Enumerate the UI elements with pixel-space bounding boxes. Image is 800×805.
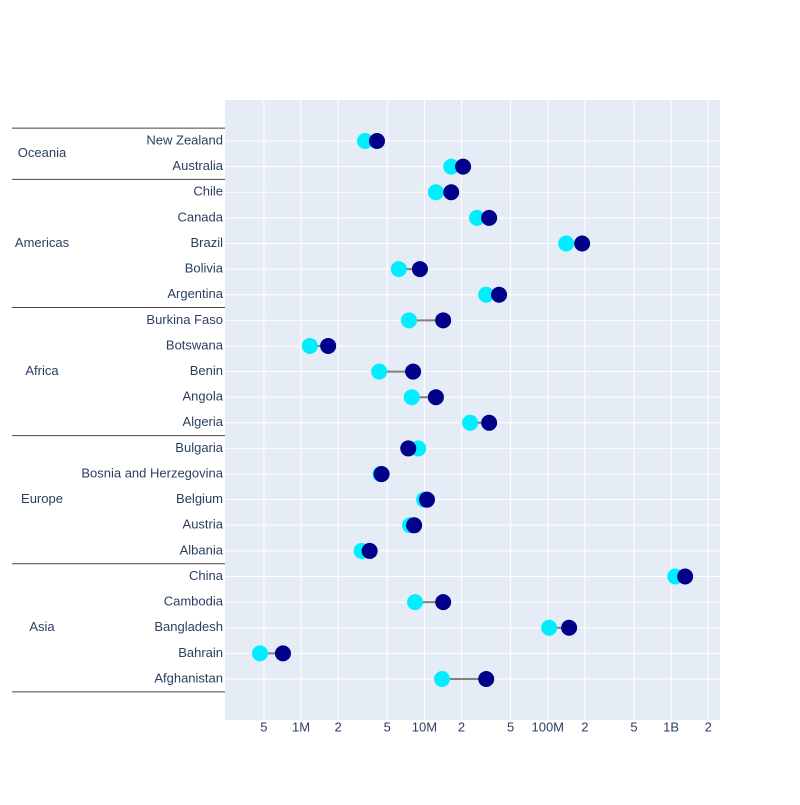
marker: [491, 286, 508, 303]
x-tick-label: 5: [507, 719, 514, 734]
x-tick-label: 5: [630, 719, 637, 734]
y-tick-label: New Zealand: [146, 132, 223, 147]
x-tick-label: 10M: [412, 719, 437, 734]
marker: [434, 671, 451, 688]
marker: [478, 671, 495, 688]
marker: [435, 312, 452, 329]
x-tick-label: 100M: [531, 719, 564, 734]
group-label: Africa: [25, 363, 59, 378]
y-tick-label: Cambodia: [164, 594, 224, 609]
group-label: Europe: [21, 491, 63, 506]
marker: [443, 158, 460, 175]
marker: [373, 466, 390, 483]
marker: [462, 414, 479, 431]
x-tick-label: 5: [260, 719, 267, 734]
y-tick-label: Belgium: [176, 491, 223, 506]
y-tick-label: Botswana: [166, 337, 224, 352]
y-tick-label: Chile: [193, 184, 223, 199]
y-tick-label: Afghanistan: [154, 670, 223, 685]
marker: [369, 132, 386, 149]
marker: [427, 184, 444, 201]
x-tick-label: 2: [458, 719, 465, 734]
marker: [405, 363, 422, 380]
x-tick-label: 1M: [292, 719, 310, 734]
marker: [478, 286, 495, 303]
marker: [469, 209, 486, 226]
y-tick-label: Albania: [180, 542, 224, 557]
plot-area: [225, 100, 720, 720]
y-tick-label: Bolivia: [185, 261, 224, 276]
y-tick-label: Australia: [172, 158, 223, 173]
y-tick-label: Algeria: [183, 414, 224, 429]
marker: [574, 235, 591, 252]
marker: [427, 389, 444, 406]
group-label: Americas: [15, 235, 70, 250]
marker: [320, 337, 337, 354]
marker: [301, 337, 318, 354]
marker: [435, 594, 452, 611]
marker: [406, 517, 423, 534]
y-tick-label: Bahrain: [178, 645, 223, 660]
x-tick-label: 2: [335, 719, 342, 734]
x-tick-label: 5: [384, 719, 391, 734]
y-tick-label: Canada: [177, 209, 223, 224]
marker: [371, 363, 388, 380]
marker: [356, 132, 373, 149]
y-tick-label: Bangladesh: [154, 619, 223, 634]
y-tick-label: Brazil: [190, 235, 223, 250]
y-tick-label: China: [189, 568, 224, 583]
marker: [274, 645, 291, 662]
marker: [677, 568, 694, 585]
marker: [411, 261, 428, 278]
marker: [541, 619, 558, 636]
x-tick-label: 2: [581, 719, 588, 734]
y-tick-label: Benin: [190, 363, 223, 378]
marker: [418, 491, 435, 508]
marker: [400, 440, 417, 457]
y-tick-label: Argentina: [167, 286, 223, 301]
marker: [403, 389, 420, 406]
marker: [251, 645, 268, 662]
marker: [481, 209, 498, 226]
marker: [455, 158, 472, 175]
group-label: Oceania: [18, 145, 67, 160]
y-tick-label: Austria: [183, 517, 224, 532]
marker: [400, 312, 417, 329]
y-tick-label: Angola: [183, 389, 224, 404]
marker: [390, 261, 407, 278]
x-tick-label: 2: [705, 719, 712, 734]
marker: [407, 594, 424, 611]
y-tick-label: Bosnia and Herzegovina: [81, 465, 223, 480]
marker: [481, 414, 498, 431]
marker: [361, 542, 378, 559]
group-label: Asia: [29, 619, 55, 634]
y-tick-label: Bulgaria: [175, 440, 223, 455]
marker: [443, 184, 460, 201]
marker: [558, 235, 575, 252]
y-tick-label: Burkina Faso: [146, 312, 223, 327]
x-tick-label: 1B: [663, 719, 679, 734]
marker: [561, 619, 578, 636]
